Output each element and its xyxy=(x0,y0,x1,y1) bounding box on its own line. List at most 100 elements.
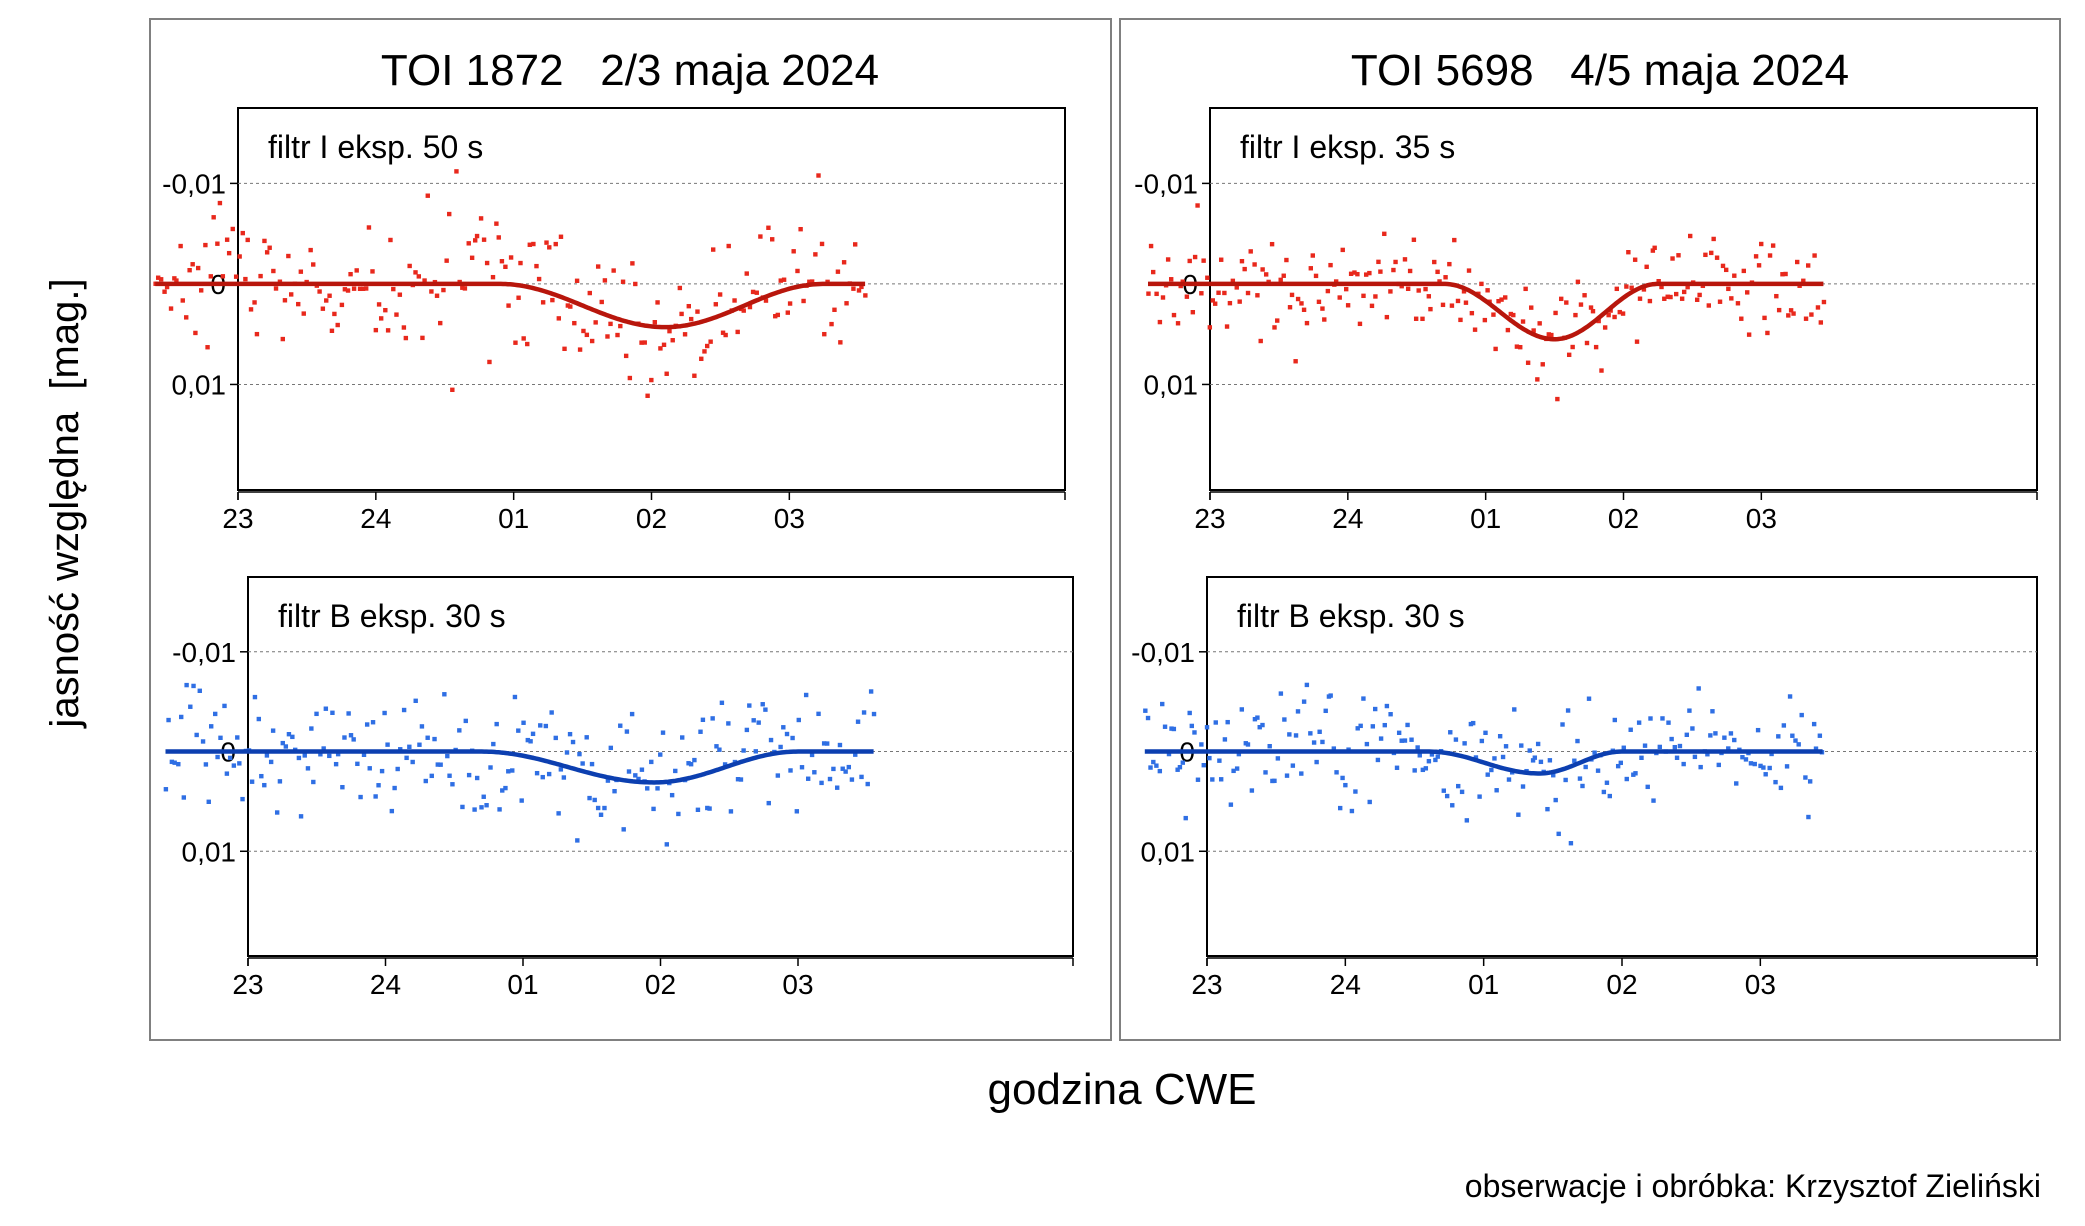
data-point xyxy=(1344,286,1349,292)
data-point xyxy=(642,340,647,345)
data-point xyxy=(1171,312,1177,318)
data-point xyxy=(856,288,862,293)
data-point xyxy=(1289,292,1295,298)
x-axis-label: godzina CWE xyxy=(987,1065,1256,1114)
data-point xyxy=(252,694,258,700)
data-point xyxy=(1508,311,1514,317)
data-point xyxy=(698,729,703,734)
data-point xyxy=(1578,302,1584,307)
data-point xyxy=(1601,789,1607,795)
data-point xyxy=(1746,332,1752,337)
data-point xyxy=(584,332,590,338)
data-point xyxy=(722,762,728,767)
filter-label: filtr I eksp. 35 s xyxy=(1240,129,1455,165)
data-point xyxy=(1765,330,1770,336)
data-point xyxy=(1205,275,1210,280)
data-point xyxy=(602,278,608,283)
data-point xyxy=(499,259,505,264)
data-point xyxy=(233,274,239,279)
data-point xyxy=(558,767,564,772)
data-point xyxy=(795,268,800,274)
data-point xyxy=(1799,712,1804,718)
data-point xyxy=(224,237,230,242)
data-point xyxy=(630,261,635,266)
data-point xyxy=(1793,738,1798,743)
data-point xyxy=(546,771,552,777)
data-point xyxy=(184,682,189,688)
data-point xyxy=(215,754,220,760)
data-point xyxy=(367,766,372,771)
data-point xyxy=(1708,733,1713,738)
data-point xyxy=(1583,764,1588,770)
data-point xyxy=(1245,290,1251,296)
data-point xyxy=(1180,760,1185,765)
data-point xyxy=(1644,264,1649,270)
data-point xyxy=(1429,752,1435,757)
data-point xyxy=(1216,290,1221,295)
data-point xyxy=(243,276,248,282)
data-point xyxy=(364,286,369,291)
data-point xyxy=(321,746,326,751)
data-point xyxy=(245,237,250,243)
data-point xyxy=(790,735,795,741)
data-point xyxy=(1402,738,1408,743)
data-point xyxy=(385,328,391,333)
data-point xyxy=(1624,776,1629,782)
data-point xyxy=(1461,289,1467,294)
data-point xyxy=(1786,313,1791,318)
data-point xyxy=(788,768,793,773)
data-point xyxy=(664,371,669,376)
data-point xyxy=(794,809,800,814)
data-point xyxy=(1741,268,1747,274)
data-point xyxy=(1547,758,1553,763)
data-point xyxy=(558,234,564,239)
data-point xyxy=(809,279,815,284)
data-point xyxy=(670,338,675,343)
data-point xyxy=(360,286,366,291)
data-point xyxy=(438,762,443,767)
data-point xyxy=(796,717,801,723)
data-point xyxy=(1378,736,1384,741)
data-point xyxy=(679,311,684,317)
data-point xyxy=(508,255,514,260)
data-point xyxy=(333,761,339,767)
data-point xyxy=(1479,738,1485,744)
data-point xyxy=(497,807,502,812)
data-point xyxy=(1790,733,1795,738)
data-point xyxy=(639,340,644,345)
data-point xyxy=(1440,302,1446,308)
data-point xyxy=(1756,263,1762,268)
data-point xyxy=(491,741,496,747)
data-point xyxy=(835,269,841,274)
data-point xyxy=(1815,305,1821,310)
data-point xyxy=(863,293,868,298)
data-point xyxy=(1293,359,1298,364)
data-point xyxy=(1391,267,1396,273)
data-point xyxy=(639,767,645,772)
data-point xyxy=(627,375,633,381)
data-point xyxy=(1263,770,1268,775)
data-point xyxy=(1204,725,1210,730)
data-point xyxy=(589,338,595,344)
data-point xyxy=(1773,779,1778,785)
data-point xyxy=(1148,243,1154,249)
data-point xyxy=(1761,765,1766,770)
y-tick-label: -0,01 xyxy=(172,637,236,668)
data-point xyxy=(460,285,465,290)
data-point xyxy=(510,768,515,773)
data-point xyxy=(1647,298,1653,304)
data-point xyxy=(339,302,345,308)
data-point xyxy=(1636,720,1642,725)
data-point xyxy=(388,237,393,243)
data-point xyxy=(540,300,546,305)
data-point xyxy=(719,700,725,705)
data-point xyxy=(1634,339,1640,344)
data-point xyxy=(688,762,694,767)
data-point xyxy=(447,773,452,778)
data-point xyxy=(784,731,790,737)
data-point xyxy=(1210,777,1215,782)
data-point xyxy=(1361,696,1366,701)
data-point xyxy=(407,263,412,269)
data-point xyxy=(1218,777,1224,782)
